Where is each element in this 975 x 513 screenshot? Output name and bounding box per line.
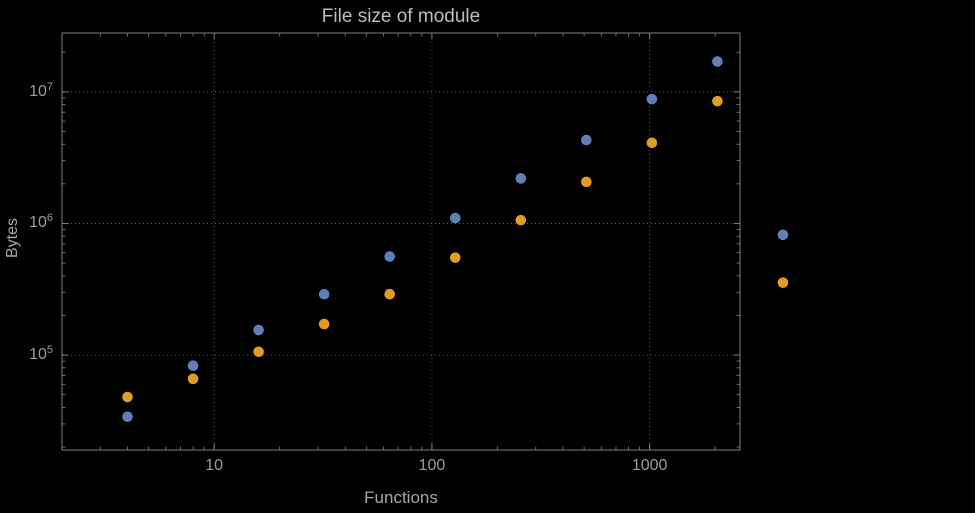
- x-tick-label: 100: [418, 457, 446, 474]
- data-point-blue: [449, 212, 461, 224]
- data-point-orange: [712, 95, 723, 107]
- x-axis-label: Functions: [364, 488, 438, 507]
- data-point-blue: [581, 134, 592, 146]
- data-point-orange: [581, 176, 592, 188]
- y-tick-label: 107: [29, 80, 53, 100]
- data-point-orange: [646, 137, 658, 149]
- x-tick-label: 10: [205, 457, 224, 474]
- y-axis-label: Bytes: [4, 217, 21, 259]
- y-tick-label: 105: [29, 343, 53, 364]
- y-tick-label: 106: [29, 212, 53, 232]
- plot-frame: [61, 32, 741, 451]
- chart-title: File size of module: [321, 6, 481, 27]
- data-point-blue: [712, 56, 723, 67]
- data-point-blue: [777, 229, 789, 241]
- data-point-orange: [122, 391, 133, 403]
- data-point-orange: [318, 318, 330, 330]
- data-point-orange: [449, 252, 461, 263]
- data-point-blue: [646, 93, 658, 105]
- data-point-blue: [122, 411, 133, 423]
- data-point-blue: [384, 251, 396, 262]
- data-point-blue: [187, 360, 199, 372]
- x-tick-label: 1000: [631, 457, 668, 474]
- data-point-orange: [187, 373, 199, 385]
- data-point-orange: [253, 346, 264, 358]
- data-point-orange: [777, 277, 789, 288]
- data-point-blue: [318, 288, 330, 300]
- data-point-blue: [515, 173, 527, 184]
- data-point-orange: [384, 288, 396, 300]
- data-point-orange: [515, 214, 527, 226]
- data-point-blue: [253, 324, 264, 336]
